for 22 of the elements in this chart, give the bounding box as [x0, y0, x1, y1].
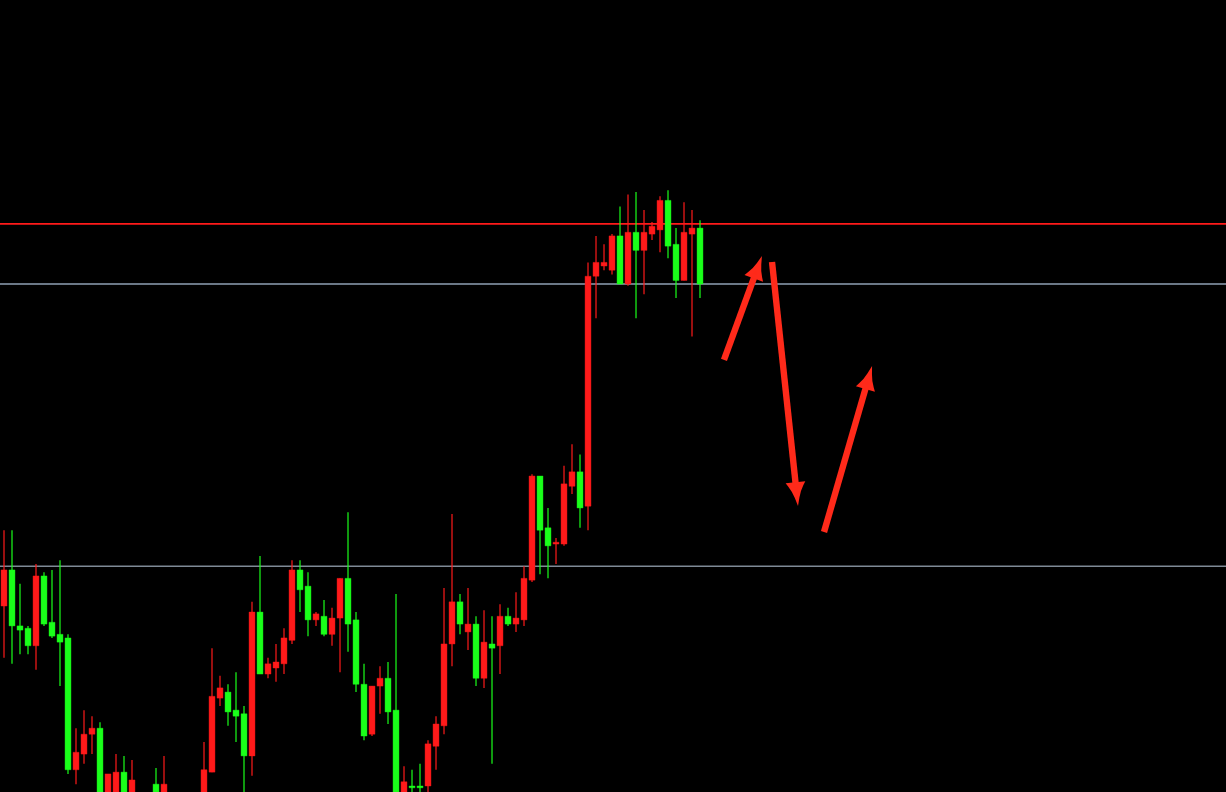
- candlestick: [608, 233, 616, 276]
- candlestick: [408, 769, 416, 792]
- candlestick: [160, 755, 168, 792]
- candlestick: [416, 763, 424, 792]
- candlestick: [104, 773, 112, 792]
- candlestick: [0, 529, 8, 659]
- candlestick: [336, 577, 344, 673]
- candlestick: [128, 759, 136, 792]
- candlestick: [456, 593, 464, 635]
- candlestick: [152, 767, 160, 792]
- candlestick: [632, 191, 640, 319]
- candlestick: [496, 603, 504, 675]
- candlestick: [120, 755, 128, 792]
- candlestick: [464, 587, 472, 651]
- candlestick: [320, 599, 328, 637]
- candlestick: [600, 243, 608, 271]
- candlestick: [112, 753, 120, 792]
- candlestick: [504, 607, 512, 627]
- candlestick: [488, 615, 496, 765]
- candlestick: [576, 453, 584, 529]
- candlestick: [480, 609, 488, 689]
- candlestick: [400, 765, 408, 792]
